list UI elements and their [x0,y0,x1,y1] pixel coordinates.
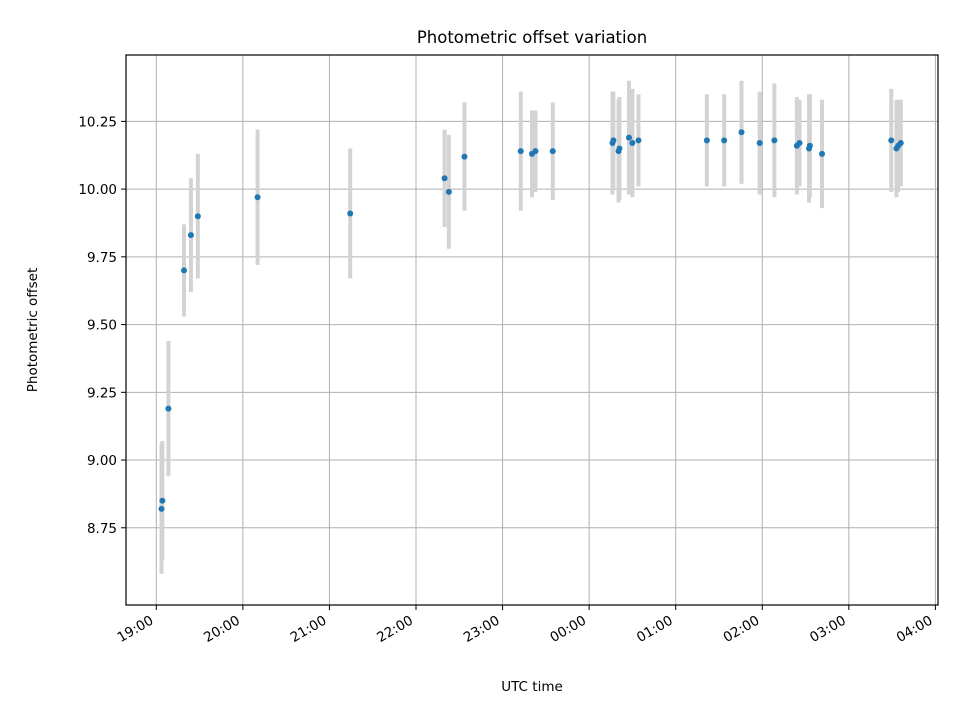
data-point [819,150,825,157]
data-point [347,210,354,217]
x-tick-label: 04:00 [894,613,936,646]
data-point [461,153,468,160]
x-tick-label: 23:00 [461,613,503,646]
data-point [796,140,803,147]
y-tick-label: 9.00 [87,453,117,469]
y-tick-label: 9.75 [87,250,117,266]
data-point [159,497,166,504]
data-point [721,137,728,144]
x-tick-label: 20:00 [201,613,243,646]
data-point [625,134,632,141]
x-tick-label: 01:00 [634,613,676,646]
x-axis-label: UTC time [501,679,563,695]
y-axis-label: Photometric offset [25,268,41,392]
y-tick-label: 9.25 [87,385,117,401]
data-point [181,267,187,274]
y-tick-label: 9.50 [87,318,117,334]
x-tick-label: 22:00 [374,613,416,646]
data-point [806,142,813,149]
data-point [517,148,524,155]
chart-title: Photometric offset variation [417,28,647,47]
data-point [703,137,710,144]
y-tick-label: 10.25 [78,114,117,130]
x-tick-label: 03:00 [807,613,849,646]
y-axis-ticks: 8.75 9.00 9.25 9.50 9.75 10.00 10.25 [78,114,126,537]
y-tick-label: 8.75 [87,521,117,537]
x-tick-label: 19:00 [115,613,157,646]
data-point [187,232,194,239]
data-point [629,140,636,147]
data-point [888,137,895,144]
data-points [158,129,904,512]
data-point [165,405,172,412]
data-point [532,148,539,155]
plot-frame [125,54,939,606]
y-tick-label: 10.00 [78,182,117,198]
x-axis-ticks: 19:00 20:00 21:00 22:00 23:00 00:00 01:00 02:00… [115,605,936,646]
data-point [635,137,642,144]
data-point [441,175,448,182]
x-tick-label: 02:00 [721,613,763,646]
data-point [616,145,623,152]
data-point [771,137,778,144]
data-point [254,194,261,201]
data-point [445,188,452,195]
data-point [194,213,201,220]
data-point [897,140,904,147]
x-tick-label: 21:00 [288,613,330,646]
data-point [610,137,617,144]
x-tick-label: 00:00 [547,613,589,646]
data-point [158,505,165,512]
data-point [756,140,763,147]
data-point [549,148,556,155]
data-point [738,129,745,136]
